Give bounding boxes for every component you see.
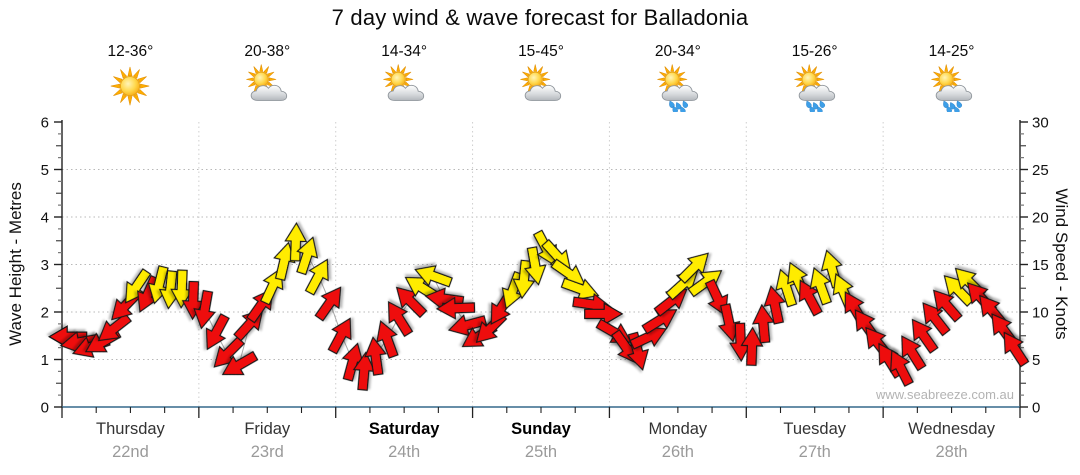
wind-arrow-icon [1003,331,1030,368]
wind-arrow-icon [435,296,476,320]
wind-arrow-icon [717,303,741,343]
wind-arrow-icon [170,269,194,309]
wind-arrow-icon [798,279,823,317]
day-date-label: 26th [661,443,694,461]
wind-arrow-icon [395,286,428,319]
wind-arrow-icon [221,350,259,376]
wind-arrow-icon [284,222,308,262]
wind-arrow-icon [911,318,939,354]
day-name-label: Monday [648,420,708,438]
wind-tick-label: 20 [1032,210,1049,227]
wind-arrow-icon [523,246,547,286]
wave-axis-ticks: 0 1 2 3 4 5 6 [41,115,62,417]
wind-arrow-icon [352,351,376,391]
wind-arrow-icon [677,252,709,284]
wind-arrow-icon [147,265,171,305]
wave-tick-label: 0 [41,400,49,417]
time-axis-ticks [61,407,1021,418]
day-date-label: 25th [524,443,558,461]
wind-arrow-icon [314,286,342,322]
wind-arrow-icon [376,320,399,359]
wind-arrow-icon [932,289,963,323]
wind-arrow-icon [364,336,388,376]
wave-tick-label: 5 [41,162,49,179]
day-name-label: Wednesday [908,420,995,438]
wind-arrows [48,222,1030,391]
day-date-label: 24th [388,443,421,461]
temp-range-label: 12-36° [107,43,154,60]
wind-arrow-icon [901,335,927,372]
weather-icon-wrap [926,64,978,117]
wave-tick-label: 6 [41,115,49,132]
day-date-label: 27th [798,443,831,461]
wind-arrow-icon [304,258,329,296]
day-name-label: Saturday [368,420,440,438]
wind-axis-ticks: 0 5 10 15 20 25 30 [1020,115,1049,417]
wind-arrow-icon [296,236,319,276]
wind-arrow-icon [125,268,152,304]
wind-arrow-icon [584,302,624,326]
wind-arrow-icon [740,326,764,366]
temp-range-label: 20-38° [244,43,291,60]
wind-tick-label: 15 [1032,257,1049,274]
temp-range-label: 15-26° [791,43,838,60]
wave-tick-label: 3 [41,257,49,274]
wind-tick-label: 25 [1032,162,1049,179]
day-name-label: Friday [244,420,291,438]
temp-range-label: 20-34° [654,43,701,60]
wind-arrow-icon [213,336,245,368]
wave-tick-label: 2 [41,305,49,322]
temp-range-label: 15-45° [518,43,564,60]
wind-arrow-icon [560,277,600,301]
wind-arrow-icon [763,285,787,325]
wind-arrow-icon [751,303,775,344]
wind-arrow-icon [641,309,678,335]
wave-tick-label: 4 [41,210,49,227]
sunny-icon [111,66,150,106]
weather-icon-wrap [515,64,567,117]
temp-range-label: 14-25° [928,43,975,60]
wind-tick-label: 30 [1032,115,1049,132]
wind-arrow-icon [447,314,488,337]
wind-arrow-icon [922,302,951,337]
wind-tick-label: 10 [1032,305,1049,322]
weather-icon-wrap [241,64,293,117]
day-date-label: 28th [935,443,968,461]
day-name-label: Thursday [96,420,165,438]
rain-icon [930,64,972,114]
watermark: www.seabreeze.com.au [875,387,1014,402]
weather-icon-wrap [652,64,704,117]
partly-cloudy-icon [246,64,288,101]
wind-arrow-icon [193,289,216,330]
wind-arrow-icon [387,301,414,338]
axes [61,120,1021,408]
weather-icon-wrap [789,64,841,117]
wind-arrow-icon [341,342,364,382]
partly-cloudy-icon [383,64,425,101]
wind-tick-label: 0 [1032,400,1040,417]
wind-arrow-icon [327,317,352,355]
wind-arrow-icon [809,266,832,306]
day-name-label: Tuesday [783,420,847,438]
rain-icon [794,64,835,114]
day-name-label: Sunday [511,420,571,438]
wind-arrow-icon [205,313,230,351]
day-date-label: 23rd [250,443,284,461]
rain-icon [657,64,698,114]
wind-tick-label: 5 [1032,352,1040,369]
chart-title: 7 day wind & wave forecast for Balladoni… [331,5,749,30]
weather-icon-wrap [104,64,156,117]
wind-arrow-icon [414,265,453,288]
temp-range-label: 14-34° [381,43,428,60]
wind-arrow-icon [687,270,723,298]
weather-icon-wrap [378,64,430,117]
wind-arrow-icon [890,349,914,387]
partly-cloudy-icon [520,64,562,101]
wave-tick-label: 1 [41,352,49,369]
day-date-label: 22nd [112,443,149,461]
